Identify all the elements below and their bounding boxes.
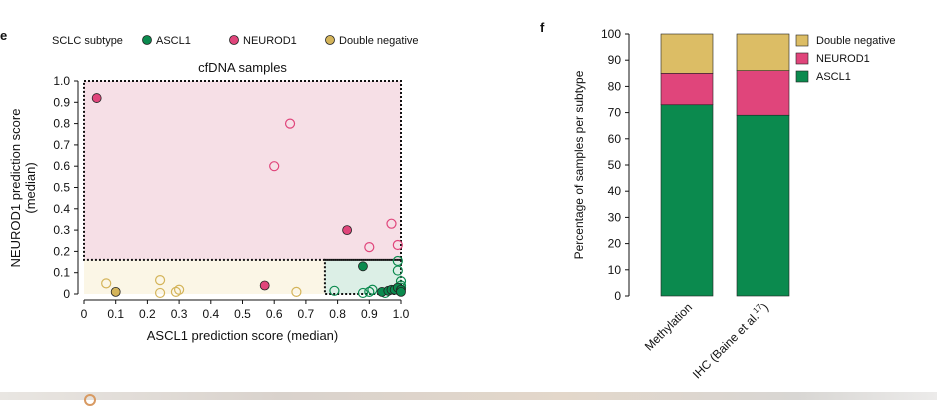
legend-label-ascl1: ASCL1 xyxy=(156,35,191,47)
legend-marker-double-negative xyxy=(325,35,335,45)
y-tick-label: 0.2 xyxy=(53,244,70,258)
point-double-negative-filled xyxy=(110,286,121,297)
x-axis-label: ASCL1 prediction score (median) xyxy=(147,328,338,343)
bar-legend-swatch-neurod1 xyxy=(795,52,809,65)
legend-marker-neurod1 xyxy=(229,35,239,45)
x-tick-label: 0.7 xyxy=(298,307,315,321)
category-label-main: IHC (Baine et al. xyxy=(690,309,762,381)
bar-y-tick-label: 90 xyxy=(608,53,622,67)
point-double-negative-hollow xyxy=(291,286,302,297)
x-tick-label: 0.6 xyxy=(266,307,283,321)
bar-segment-neurod1 xyxy=(660,73,714,106)
point-ascl1-filled xyxy=(396,286,406,297)
y-tick-label: 0.1 xyxy=(53,266,70,280)
point-double-negative-hollow xyxy=(170,286,182,297)
y-tick-label: 0.4 xyxy=(53,202,70,216)
point-ascl1-hollow xyxy=(357,287,369,299)
y-axis-label-line: (median) xyxy=(23,162,38,213)
point-neurod1-filled xyxy=(259,280,270,291)
point-ascl1-filled xyxy=(358,261,368,272)
bar-segment-neurod1 xyxy=(736,70,790,116)
x-tick-label: 0.9 xyxy=(361,307,378,321)
scatter-panel: e SCLC subtype ASCL1 NEUROD1 Double negative… xyxy=(0,28,419,343)
point-double-negative-hollow xyxy=(154,275,166,286)
panel-label-f: f xyxy=(540,20,545,35)
y-tick-label: 0.7 xyxy=(53,138,70,152)
legend-marker-ascl1 xyxy=(142,35,152,45)
y-axis-label-line: NEUROD1 prediction score xyxy=(8,109,23,268)
bar-y-tick-label: 0 xyxy=(614,289,621,303)
panel-label-e: e xyxy=(0,28,7,43)
bar-y-tick-label: 50 xyxy=(608,158,622,172)
x-tick-label: 0.2 xyxy=(139,307,156,321)
bar-legend-label-ascl1: ASCL1 xyxy=(816,71,851,83)
bar-y-tick-label: 20 xyxy=(608,237,622,251)
bar-segment-ascl1 xyxy=(736,114,790,297)
point-neurod1-hollow xyxy=(364,242,375,253)
point-ascl1-hollow xyxy=(329,285,340,296)
point-ascl1-hollow xyxy=(367,284,378,295)
bar-category-label: Methylation xyxy=(642,300,695,353)
y-tick-label: 0.9 xyxy=(53,95,70,109)
point-neurod1-filled xyxy=(91,93,102,103)
legend-title: SCLC subtype xyxy=(52,35,123,47)
decorative-circle-icon xyxy=(84,394,96,406)
scatter-title: cfDNA samples xyxy=(198,60,287,75)
point-ascl1-hollow xyxy=(364,286,375,297)
bar-segment-double-negative xyxy=(660,33,714,74)
x-tick-label: 0.4 xyxy=(202,307,219,321)
category-label-main: Methylation xyxy=(642,300,695,353)
y-tick-label: 0.6 xyxy=(53,159,70,173)
y-tick-label: 0.8 xyxy=(53,117,70,131)
region-double-negative xyxy=(84,259,325,294)
point-double-negative-hollow xyxy=(174,284,185,295)
bar-y-tick-label: 30 xyxy=(608,210,622,224)
bar-y-tick-label: 70 xyxy=(608,106,622,120)
legend-label-neurod1: NEUROD1 xyxy=(243,35,297,47)
bar-legend-label-double-negative: Double negative xyxy=(816,35,896,47)
x-tick-label: 0 xyxy=(81,307,88,321)
point-double-negative-hollow xyxy=(101,278,112,289)
bar-legend-swatch-ascl1 xyxy=(795,70,809,83)
figure: e SCLC subtype ASCL1 NEUROD1 Double negative… xyxy=(0,20,896,382)
bar-y-tick-label: 100 xyxy=(601,27,621,41)
bar-segment-double-negative xyxy=(736,33,790,71)
y-tick-label: 0 xyxy=(63,287,70,301)
stacked-bar-panel: f 0 10 20 30 40 50 60 70 80 90 100 Percentage of sam… xyxy=(540,20,896,382)
x-tick-label: 0.3 xyxy=(171,307,188,321)
x-tick-label: 0.5 xyxy=(234,307,251,321)
point-ascl1-hollow xyxy=(392,265,403,276)
y-tick-label: 0.3 xyxy=(53,223,70,237)
bar-segment-ascl1 xyxy=(660,104,714,297)
region-neurod1 xyxy=(84,81,401,260)
point-neurod1-hollow xyxy=(386,218,397,229)
bar-legend-swatch-double-negative xyxy=(795,34,809,47)
bar-category-label: IHC (Baine et al.17) xyxy=(689,300,771,382)
bar-y-tick-label: 80 xyxy=(608,79,622,93)
x-tick-label: 0.8 xyxy=(329,307,346,321)
y-tick-label: 0.5 xyxy=(53,181,70,195)
point-neurod1-hollow xyxy=(392,239,403,251)
bar-y-axis-label: Percentage of samples per subtype xyxy=(572,70,586,259)
bar-y-tick-label: 10 xyxy=(608,263,622,277)
point-neurod1-filled xyxy=(342,225,353,236)
point-neurod1-hollow xyxy=(269,161,280,172)
y-tick-label: 1.0 xyxy=(53,74,70,88)
bar-y-tick-label: 40 xyxy=(608,184,622,198)
x-tick-label: 0.1 xyxy=(107,307,124,321)
y-axis-label: NEUROD1 prediction score(median) xyxy=(8,109,38,268)
point-neurod1-hollow xyxy=(284,118,296,129)
bar-legend-label-neurod1: NEUROD1 xyxy=(816,53,870,65)
x-tick-label: 1.0 xyxy=(393,307,410,321)
point-double-negative-hollow xyxy=(154,287,166,299)
bar-y-tick-label: 60 xyxy=(608,132,622,146)
bottom-strip xyxy=(0,392,937,400)
legend-label-double-negative: Double negative xyxy=(339,35,419,47)
